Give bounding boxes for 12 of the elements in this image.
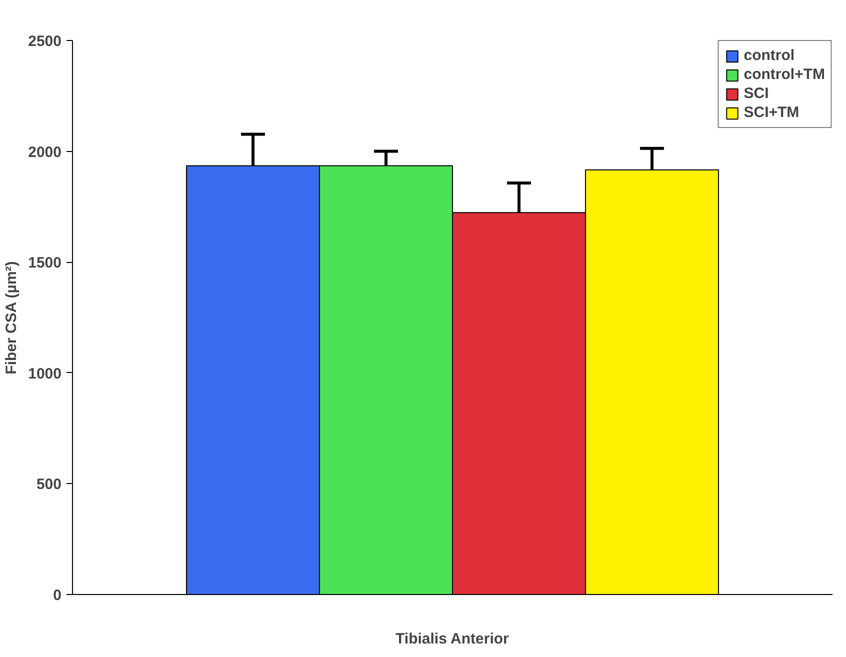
y-tick-label: 500 bbox=[36, 476, 62, 494]
legend-label: control bbox=[744, 47, 795, 64]
y-axis-title: Fiber CSA (µm²) bbox=[3, 261, 20, 374]
y-tick-label: 2000 bbox=[28, 144, 62, 161]
y-tick-label: 1000 bbox=[28, 365, 62, 382]
y-tick-label: 1500 bbox=[28, 254, 62, 272]
legend-label: SCI+TM bbox=[744, 104, 800, 121]
legend-label: control+TM bbox=[744, 66, 825, 83]
y-tick-label: 0 bbox=[53, 587, 62, 604]
x-axis-title: Tibialis Anterior bbox=[396, 630, 510, 648]
legend-label: SCI bbox=[744, 85, 769, 102]
y-tick-label: 2500 bbox=[28, 33, 62, 50]
